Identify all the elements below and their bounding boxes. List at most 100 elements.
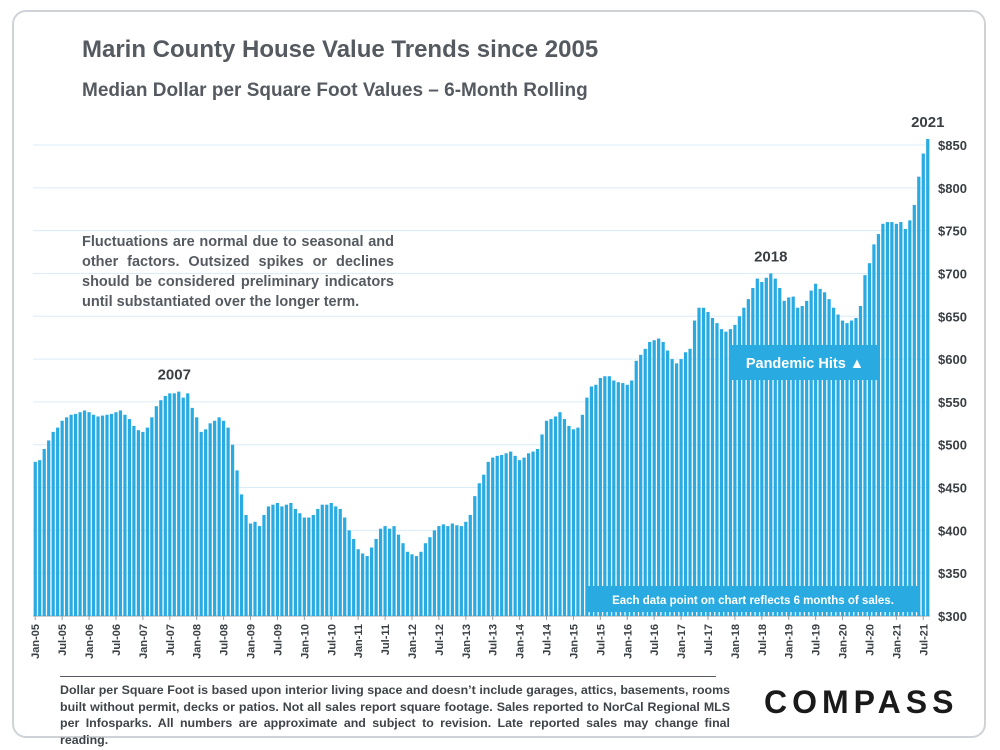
bar (60, 420, 64, 616)
bar (177, 391, 181, 616)
bar (854, 317, 858, 616)
bar (585, 397, 589, 616)
bar (298, 513, 302, 616)
bar (674, 363, 679, 616)
bar (230, 444, 235, 616)
bar (343, 517, 347, 616)
bar (78, 412, 82, 616)
bar (450, 523, 454, 616)
bar (410, 554, 414, 616)
x-tick-label: Jan-11 (353, 624, 365, 658)
bar (872, 244, 876, 616)
y-tick-label: $750 (938, 224, 967, 239)
bar (692, 320, 697, 616)
bar (679, 359, 683, 616)
bar (136, 430, 141, 616)
bar (352, 538, 356, 616)
bar (239, 494, 244, 616)
y-tick-label: $850 (938, 138, 967, 153)
bar (728, 329, 733, 616)
bar (526, 453, 531, 616)
year-annotation: 2007 (158, 367, 191, 384)
x-tick-label: Jul-11 (380, 624, 392, 655)
bar (908, 220, 912, 617)
bar (73, 413, 78, 616)
bar (217, 417, 221, 616)
bar (244, 514, 248, 616)
y-tick-label: $550 (938, 395, 967, 410)
bar (195, 417, 199, 616)
bar (827, 299, 831, 616)
bar (69, 414, 73, 616)
bar (226, 427, 230, 616)
bar (549, 419, 553, 616)
x-tick-label: Jul-13 (488, 624, 500, 656)
x-tick-label: Jul-07 (165, 624, 177, 656)
y-tick-label: $500 (938, 438, 967, 453)
bar (576, 427, 580, 616)
x-tick-label: Jan-15 (568, 624, 580, 659)
bar (33, 461, 37, 616)
y-axis-ticks: $300 $350 $400 $450 $500 $550 $600 $650 $700 $750… (938, 138, 967, 624)
x-tick-label: Jul-20 (864, 624, 876, 656)
bar (921, 153, 925, 616)
bar (535, 449, 540, 616)
x-tick-label: Jul-08 (219, 624, 231, 656)
bar (325, 504, 329, 616)
y-tick-label: $300 (938, 609, 967, 624)
x-tick-label: Jan-18 (730, 624, 742, 659)
bar (311, 514, 315, 616)
x-tick-label: Jul-09 (272, 624, 284, 656)
bar (818, 288, 822, 616)
bar (396, 534, 401, 616)
y-tick-label: $600 (938, 352, 967, 367)
bar (787, 297, 791, 616)
page-subtitle: Median Dollar per Square Foot Values – 6… (82, 80, 588, 101)
bar (47, 440, 51, 616)
x-tick-label: Jul-17 (703, 624, 715, 656)
bar (710, 317, 715, 616)
page-title: Marin County House Value Trends since 20… (82, 36, 599, 63)
x-tick-label: Jan-20 (838, 624, 850, 659)
bar (213, 420, 217, 616)
bar (266, 506, 271, 616)
bar (746, 299, 750, 616)
sample-note-callout: Each data point on chart reflects 6 mont… (588, 586, 918, 612)
bar (863, 275, 867, 616)
bar (96, 416, 100, 616)
bar (840, 320, 845, 616)
bar (392, 526, 396, 616)
bar (414, 556, 419, 616)
bar (253, 521, 257, 616)
x-tick-label: Jan-14 (515, 623, 527, 659)
x-tick-label: Jul-12 (434, 624, 446, 656)
bar (401, 543, 405, 616)
footnote-divider (60, 676, 716, 677)
bar (849, 320, 854, 616)
x-tick-label: Jul-10 (326, 624, 338, 656)
bar (446, 526, 450, 616)
bar (370, 547, 374, 616)
bar (648, 341, 652, 616)
bar (127, 419, 132, 616)
bar (558, 412, 562, 616)
bar (172, 393, 176, 616)
bar (500, 455, 504, 616)
x-tick-label: Jan-17 (676, 624, 688, 659)
bar (477, 483, 481, 616)
bar (495, 455, 499, 616)
x-tick-label: Jul-19 (811, 624, 823, 656)
bar (302, 517, 306, 616)
bar (150, 417, 154, 616)
x-tick-label: Jan-07 (138, 624, 150, 659)
bar (65, 417, 69, 616)
bar (383, 526, 387, 616)
bar (459, 526, 463, 616)
bar (190, 407, 194, 616)
bar (831, 307, 836, 616)
fluctuation-note: Fluctuations are normal due to seasonal … (82, 234, 394, 310)
bar (105, 414, 109, 616)
bar (374, 538, 378, 616)
bar (697, 307, 701, 616)
